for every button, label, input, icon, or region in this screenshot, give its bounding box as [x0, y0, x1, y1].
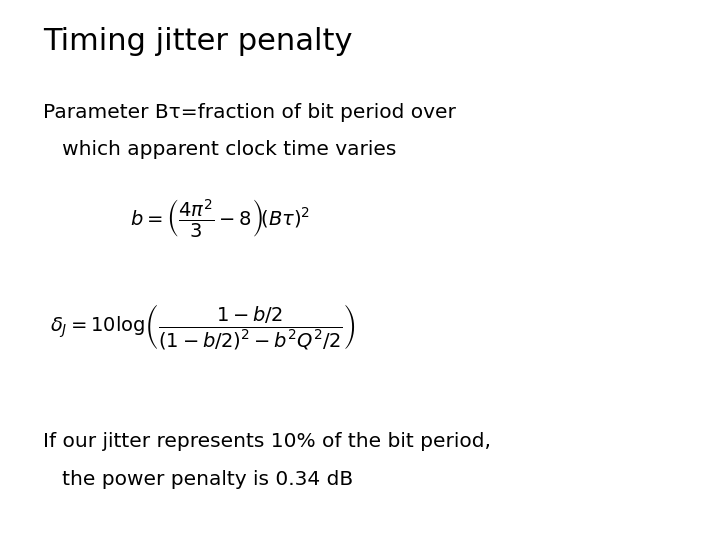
Text: the power penalty is 0.34 dB: the power penalty is 0.34 dB — [43, 470, 354, 489]
Text: $b = \left(\dfrac{4\pi^2}{3} - 8\right)\!(B\tau)^2$: $b = \left(\dfrac{4\pi^2}{3} - 8\right)\… — [130, 197, 310, 239]
Text: Timing jitter penalty: Timing jitter penalty — [43, 27, 353, 56]
Text: Parameter Bτ=fraction of bit period over: Parameter Bτ=fraction of bit period over — [43, 103, 456, 122]
Text: which apparent clock time varies: which apparent clock time varies — [43, 140, 397, 159]
Text: If our jitter represents 10% of the bit period,: If our jitter represents 10% of the bit … — [43, 432, 491, 451]
Text: $\delta_J = 10\log\!\left(\dfrac{1-b/2}{(1-b/2)^2 - b^2Q^2/2}\right)$: $\delta_J = 10\log\!\left(\dfrac{1-b/2}{… — [50, 302, 356, 352]
